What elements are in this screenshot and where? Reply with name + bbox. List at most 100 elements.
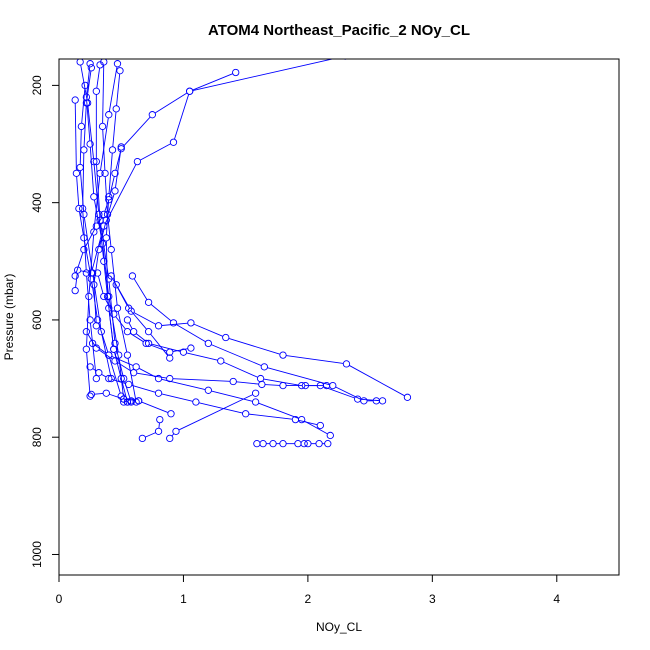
data-point: [103, 292, 112, 301]
data-point: [329, 381, 337, 390]
data-point: [120, 374, 128, 383]
data-point: [128, 272, 137, 280]
data-point: [172, 427, 180, 435]
series-segment: [106, 193, 115, 218]
data-point: [76, 59, 84, 66]
series-segment: [107, 299, 114, 347]
series-segment: [161, 393, 193, 402]
series-segment: [112, 111, 117, 147]
data-point: [360, 397, 368, 405]
series-segment: [93, 287, 97, 323]
y-tick-label: 1000: [30, 541, 44, 568]
series-segment: [98, 322, 109, 353]
series-segment: [93, 164, 99, 212]
series-segment: [211, 390, 253, 402]
series-segment: [178, 394, 253, 431]
series-segment: [109, 358, 121, 394]
data-point: [133, 157, 142, 166]
data-point: [322, 381, 331, 390]
series-segment: [79, 129, 82, 165]
x-axis: 0 1 2 3 4: [56, 574, 560, 606]
series-segment: [131, 384, 156, 393]
data-point: [144, 339, 153, 348]
data-point: [166, 434, 174, 443]
series-segment: [89, 147, 95, 194]
series-segment: [75, 252, 84, 274]
data-point: [123, 316, 132, 324]
data-point: [166, 354, 174, 362]
series-25: [253, 440, 332, 448]
data-point: [316, 421, 324, 430]
data-point: [81, 81, 89, 90]
data-point: [179, 348, 188, 356]
series-segment: [81, 88, 86, 124]
x-tick-label: 1: [180, 592, 187, 606]
series-segment: [93, 199, 103, 241]
series-segment: [151, 343, 181, 352]
series-segment: [103, 264, 109, 306]
data-point: [96, 169, 104, 177]
data-point: [108, 146, 117, 154]
data-point: [130, 328, 138, 336]
data-point: [301, 381, 310, 390]
data-point: [97, 328, 105, 336]
data-point: [102, 216, 110, 224]
data-point: [156, 415, 164, 424]
data-point: [92, 322, 100, 330]
series-segment: [228, 338, 281, 355]
data-point: [144, 328, 153, 336]
series-segment: [86, 299, 90, 347]
data-point: [217, 357, 225, 365]
series-segment: [117, 311, 128, 353]
series-segment: [236, 381, 259, 385]
data-point: [105, 351, 113, 359]
series-segment: [267, 367, 330, 386]
series-segment: [211, 344, 262, 367]
data-point: [92, 222, 100, 230]
series-segment: [349, 365, 405, 397]
data-point: [204, 386, 212, 394]
data-point: [105, 193, 113, 201]
data-point: [138, 434, 147, 443]
data-point: [77, 122, 86, 131]
series-segment: [75, 273, 78, 288]
data-point: [105, 111, 113, 119]
data-point: [86, 140, 94, 148]
data-point: [86, 363, 94, 371]
data-point: [251, 389, 260, 397]
x-tick-label: 4: [553, 592, 560, 606]
data-point: [80, 245, 88, 254]
series-segment: [96, 67, 101, 89]
data-point: [166, 374, 174, 383]
series-segment: [171, 433, 175, 437]
data-point: [98, 122, 107, 131]
series-segment: [176, 324, 206, 343]
series-segment: [161, 378, 206, 390]
x-tick-label: 2: [305, 592, 312, 606]
data-point: [125, 380, 133, 389]
series-segment: [104, 164, 137, 224]
data-point: [110, 345, 118, 353]
series-segment: [99, 223, 106, 247]
series-segment: [136, 372, 167, 379]
data-point: [134, 397, 143, 405]
data-point: [204, 339, 212, 348]
data-point: [100, 59, 108, 66]
data-point: [80, 146, 88, 154]
data-point: [111, 357, 119, 365]
series-19: [82, 328, 331, 390]
data-point: [294, 440, 302, 448]
data-point: [258, 380, 266, 389]
data-point: [86, 60, 94, 68]
data-point: [304, 440, 312, 448]
y-tick-label: 200: [30, 75, 44, 95]
data-point: [111, 169, 119, 177]
series-segment: [298, 419, 318, 426]
data-point: [82, 93, 91, 101]
data-point: [279, 351, 287, 359]
y-axis: 200 400 600 800 1000: [30, 75, 60, 568]
data-point: [90, 157, 98, 166]
series-segment: [92, 276, 102, 329]
series-segment: [93, 252, 99, 282]
series-segment: [360, 398, 380, 402]
